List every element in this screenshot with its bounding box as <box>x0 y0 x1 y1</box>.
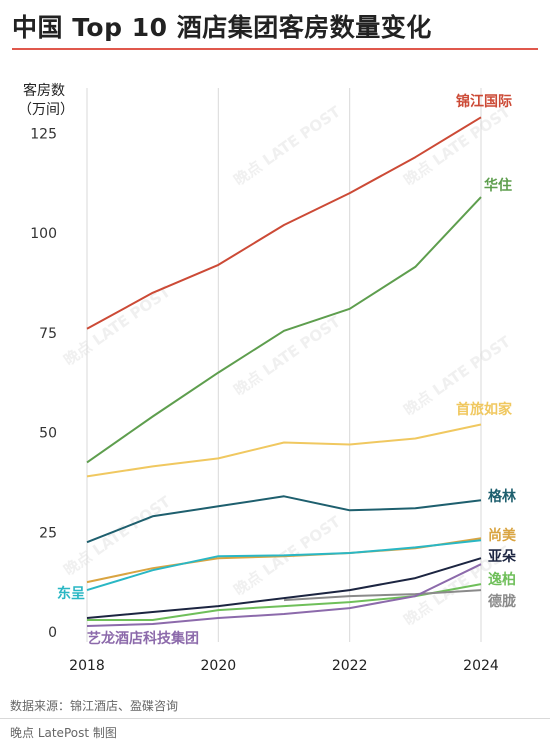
y-tick-label-0: 0 <box>48 625 57 641</box>
series-label-4: 尚美 <box>488 527 517 544</box>
series-label-6: 亚朵 <box>488 549 517 565</box>
y-tick-label-100: 100 <box>30 226 57 242</box>
y-tick-label-125: 125 <box>30 126 57 142</box>
series-line-5 <box>86 539 482 592</box>
source-note: 数据来源：锦江酒店、盈碟咨询 <box>10 699 179 713</box>
watermark-5: 晚点 LATE POST <box>60 492 174 579</box>
y-tick-label-75: 75 <box>39 326 57 342</box>
watermark-2: 晚点 LATE POST <box>60 282 174 369</box>
watermark-3: 晚点 LATE POST <box>230 312 344 399</box>
series-label-2: 首旅如家 <box>456 401 513 418</box>
y-tick-label-25: 25 <box>39 525 57 541</box>
series-label-5: 东呈 <box>57 585 85 602</box>
series-label-3: 格林 <box>488 488 516 505</box>
x-tick-label-2020: 2020 <box>201 658 237 674</box>
x-tick-label-2018: 2018 <box>69 658 105 674</box>
series-label-7: 逸柏 <box>488 571 516 588</box>
series-line-1 <box>86 196 482 464</box>
series-line-3 <box>86 495 482 544</box>
series-line-0 <box>86 116 482 330</box>
series-label-1: 华住 <box>484 177 512 194</box>
series-line-6 <box>86 557 482 619</box>
footer-divider <box>0 718 550 719</box>
chart-title: 中国 Top 10 酒店集团客房数量变化 <box>12 13 432 42</box>
series-line-2 <box>86 423 482 478</box>
y-axis-title-line1: 客房数 <box>23 82 65 99</box>
title-underline <box>12 48 538 50</box>
watermark-1: 晚点 LATE POST <box>400 102 514 189</box>
series-line-8 <box>283 589 482 602</box>
x-tick-label-2022: 2022 <box>332 658 368 674</box>
series-label-8: 德胧 <box>488 593 516 610</box>
watermark-0: 晚点 LATE POST <box>230 102 344 189</box>
series-label-0: 锦江国际 <box>456 93 512 110</box>
series-line-9 <box>86 563 482 627</box>
x-tick-label-2024: 2024 <box>463 658 499 674</box>
credit-note: 晚点 LatePost 制图 <box>10 726 117 740</box>
y-axis-title-line2: （万间） <box>18 102 74 118</box>
series-label-9: 艺龙酒店科技集团 <box>87 630 199 647</box>
y-tick-label-50: 50 <box>39 426 57 442</box>
